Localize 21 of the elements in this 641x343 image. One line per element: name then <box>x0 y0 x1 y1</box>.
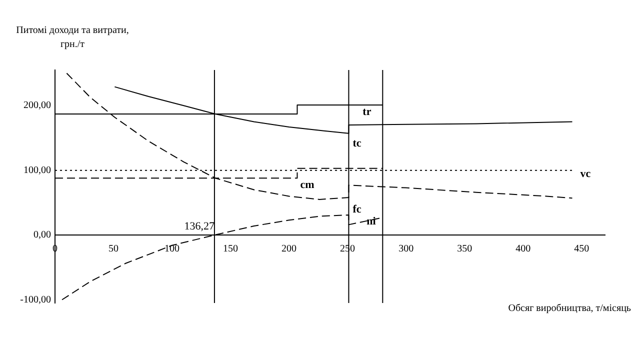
y-tick-label: 200,00 <box>24 100 51 112</box>
x-tick-label: 450 <box>574 244 590 255</box>
x-tick-label: 400 <box>516 244 531 255</box>
x-axis-title: Обсяг виробництва, т/місяць <box>508 303 631 314</box>
x-tick-label: 100 <box>164 244 180 255</box>
series-label: tc <box>352 137 362 150</box>
x-tick-label: 50 <box>108 244 119 255</box>
x-tick-label: 350 <box>457 244 472 255</box>
y-axis-title: Питомі доходи та витрати, грн./т <box>15 24 130 52</box>
annotation: 136,27 <box>184 220 215 232</box>
series-label: vc <box>580 168 591 180</box>
y-tick-label: -100,00 <box>20 294 51 306</box>
x-tick-label: 300 <box>398 244 414 255</box>
x-tick-label: 200 <box>282 244 297 255</box>
series-label: cm <box>300 178 314 191</box>
x-tick-label: 150 <box>223 244 238 255</box>
series-label: fc <box>352 203 362 216</box>
series-label: tr <box>362 106 372 118</box>
y-tick-label: 0,00 <box>34 230 51 241</box>
y-tick-label: 100,00 <box>24 164 51 176</box>
series-label: ni <box>366 215 376 228</box>
